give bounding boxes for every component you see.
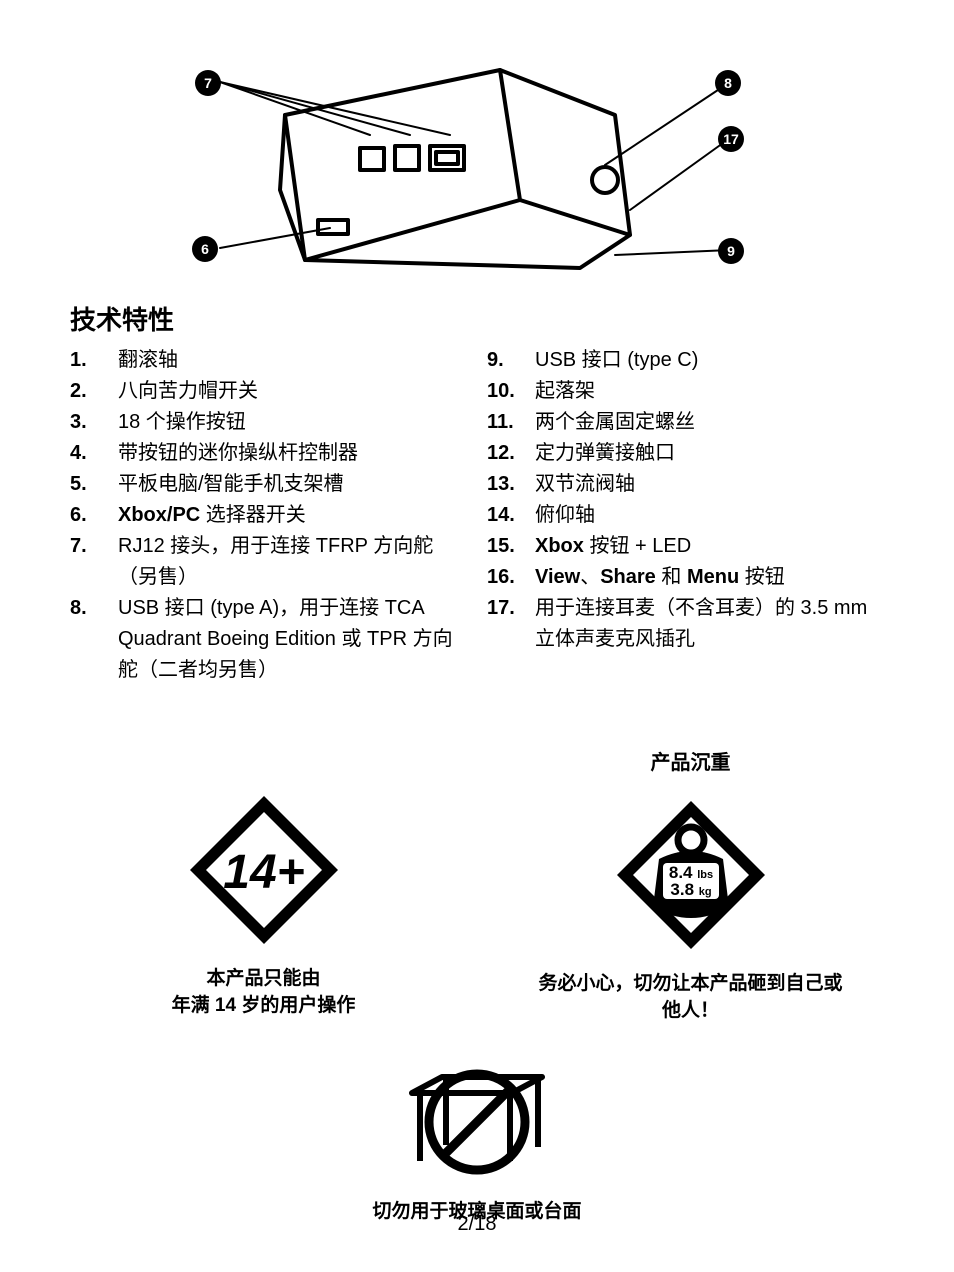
weight-icon: 8.4 lbs 3.8 kg [611,795,771,955]
spec-row: 10.起落架 [487,376,884,407]
spec-number: 5. [70,469,118,500]
spec-text: 定力弹簧接触口 [535,438,884,469]
spec-number: 9. [487,345,535,376]
heavy-caption: 务必小心，切勿让本产品砸到自己或 他人！ [497,971,884,1024]
spec-number: 10. [487,376,535,407]
spec-number: 7. [70,531,118,593]
specs-list: 1.翻滚轴2.八向苦力帽开关3.18 个操作按钮4.带按钮的迷你操纵杆控制器5.… [70,345,884,686]
age-caption-line1: 本产品只能由 [206,968,320,989]
spec-row: 4.带按钮的迷你操纵杆控制器 [70,438,467,469]
spec-number: 1. [70,345,118,376]
heavy-caption-line2: 他人！ [662,1000,719,1021]
spec-row: 3.18 个操作按钮 [70,407,467,438]
page-number: 2/18 [0,1213,954,1236]
age-caption-line2: 年满 14 岁的用户操作 [172,995,356,1016]
specs-col-left: 1.翻滚轴2.八向苦力帽开关3.18 个操作按钮4.带按钮的迷你操纵杆控制器5.… [70,345,467,686]
diagram-callout: 9 [718,238,744,264]
spec-row: 12.定力弹簧接触口 [487,438,884,469]
spec-text: 八向苦力帽开关 [118,376,467,407]
age-14-icon: 14+ [184,790,344,950]
spec-text: 带按钮的迷你操纵杆控制器 [118,438,467,469]
product-diagram: 7 8 17 6 9 [70,60,884,280]
spec-text: 起落架 [535,376,884,407]
spec-number: 12. [487,438,535,469]
age-heading-spacer [70,746,457,770]
spec-row: 14.俯仰轴 [487,500,884,531]
spec-number: 16. [487,562,535,593]
spec-row: 9.USB 接口 (type C) [487,345,884,376]
heavy-warning: 产品沉重 8.4 lbs 3.8 kg 务必小心，切勿让本产品 [497,746,884,1024]
spec-number: 14. [487,500,535,531]
diagram-callout: 7 [195,70,221,96]
age-warning: 14+ 本产品只能由 年满 14 岁的用户操作 [70,746,457,1024]
spec-text: 18 个操作按钮 [118,407,467,438]
spec-row: 6.Xbox/PC 选择器开关 [70,500,467,531]
spec-number: 6. [70,500,118,531]
diagram-callout: 8 [715,70,741,96]
spec-text: View、Share 和 Menu 按钮 [535,562,884,593]
spec-row: 2.八向苦力帽开关 [70,376,467,407]
diagram-callout: 6 [192,236,218,262]
spec-row: 16.View、Share 和 Menu 按钮 [487,562,884,593]
spec-number: 3. [70,407,118,438]
svg-text:14+: 14+ [223,846,304,899]
spec-number: 17. [487,593,535,655]
spec-number: 2. [70,376,118,407]
age-caption: 本产品只能由 年满 14 岁的用户操作 [70,966,457,1019]
spec-text: 翻滚轴 [118,345,467,376]
spec-number: 11. [487,407,535,438]
spec-text: 俯仰轴 [535,500,884,531]
spec-text: Xbox 按钮 + LED [535,531,884,562]
spec-text: 平板电脑/智能手机支架槽 [118,469,467,500]
spec-row: 15.Xbox 按钮 + LED [487,531,884,562]
spec-text: 用于连接耳麦（不含耳麦）的 3.5 mm 立体声麦克风插孔 [535,593,884,655]
spec-row: 13.双节流阀轴 [487,469,884,500]
spec-number: 4. [70,438,118,469]
spec-row: 17.用于连接耳麦（不含耳麦）的 3.5 mm 立体声麦克风插孔 [487,593,884,655]
no-glass-table-icon [392,1065,562,1180]
spec-text: USB 接口 (type A)，用于连接 TCA Quadrant Boeing… [118,593,467,686]
spec-text: 双节流阀轴 [535,469,884,500]
spec-row: 7.RJ12 接头，用于连接 TFRP 方向舵（另售） [70,531,467,593]
heavy-heading: 产品沉重 [497,746,884,775]
glass-warning: 切勿用于玻璃桌面或台面 [70,1062,884,1223]
specs-col-right: 9.USB 接口 (type C)10.起落架11.两个金属固定螺丝12.定力弹… [487,345,884,686]
spec-text: Xbox/PC 选择器开关 [118,500,467,531]
spec-number: 15. [487,531,535,562]
spec-row: 11.两个金属固定螺丝 [487,407,884,438]
spec-text: USB 接口 (type C) [535,345,884,376]
spec-row: 5.平板电脑/智能手机支架槽 [70,469,467,500]
diagram-callout: 17 [718,126,744,152]
heavy-caption-line1: 务必小心，切勿让本产品砸到自己或 [538,973,842,994]
section-title: 技术特性 [70,300,884,337]
spec-number: 8. [70,593,118,686]
spec-number: 13. [487,469,535,500]
spec-row: 8.USB 接口 (type A)，用于连接 TCA Quadrant Boei… [70,593,467,686]
spec-text: 两个金属固定螺丝 [535,407,884,438]
spec-row: 1.翻滚轴 [70,345,467,376]
spec-text: RJ12 接头，用于连接 TFRP 方向舵（另售） [118,531,467,593]
warnings-row: 14+ 本产品只能由 年满 14 岁的用户操作 产品沉重 8.4 lbs [70,746,884,1024]
